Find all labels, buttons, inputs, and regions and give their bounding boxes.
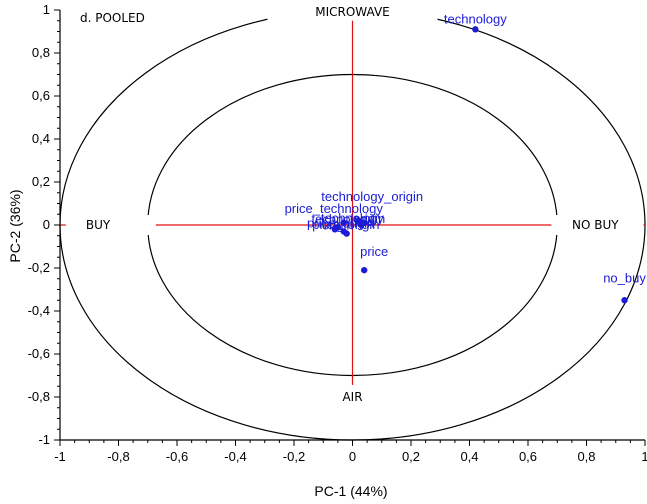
x-tick-label: 0,4	[460, 449, 478, 464]
y-tick-label: 0,8	[32, 45, 50, 60]
y-tick-label: -0,8	[28, 389, 50, 404]
y-tick-label: 0,6	[32, 88, 50, 103]
x-tick-label: -0,6	[166, 449, 188, 464]
label-gap-1	[267, 2, 438, 20]
point-label-no_buy: no_buy	[603, 270, 646, 285]
region-labels: MICROWAVE AIR BUY NO BUY	[86, 5, 619, 404]
point-price_origin	[334, 223, 342, 231]
x-tick-label: -0,2	[283, 449, 305, 464]
point-label-price_origin: price_origin	[312, 217, 379, 232]
y-tick-label: 1	[43, 2, 50, 17]
x-tick-label: 0,8	[577, 449, 595, 464]
x-axis-title: PC-1 (44%)	[314, 483, 387, 499]
y-tick-label: 0,2	[32, 174, 50, 189]
y-tick-label: -0,6	[28, 346, 50, 361]
x-tick-label: 0,2	[402, 449, 420, 464]
point-label-price: price	[360, 244, 388, 259]
x-tick-label: -0,8	[107, 449, 129, 464]
point-price_origin	[343, 230, 350, 237]
point-label-technology: technology	[444, 11, 507, 26]
point-label-technology_origin: technology_origin	[321, 189, 423, 204]
point-label-technology: technology	[312, 211, 375, 226]
x-tick-label: -0,4	[224, 449, 246, 464]
crosshair	[60, 2, 645, 419]
panel-label: d. POOLED	[80, 11, 145, 25]
point-label-technology: technology	[321, 211, 384, 226]
region-label-top: MICROWAVE	[315, 5, 390, 19]
axes	[54, 9, 646, 446]
point-price_technology	[340, 219, 347, 227]
y-tick-label: 0	[43, 217, 50, 232]
point-price	[361, 266, 368, 274]
x-tick-label: -1	[54, 449, 66, 464]
point-technology	[472, 26, 479, 33]
tick-labels: -1 -0,8 -0,6 -0,4 -0,2 0 0,2 0,4 0,6 0,8 1 1 0,8 0,6 0…	[28, 2, 647, 464]
x-tick-label: 1	[641, 449, 647, 464]
y-tick-label: -0,2	[28, 260, 50, 275]
point-no_buy	[621, 297, 628, 304]
x-tick-label: 0	[349, 449, 356, 464]
point-label-origin: origin	[353, 211, 385, 226]
x-tick-label: 0,6	[519, 449, 537, 464]
point-label-price_origin: price_origin	[307, 216, 374, 231]
point-label-price_technology: price_technology	[285, 201, 384, 216]
label-gap-3	[65, 215, 156, 235]
region-label-right: NO BUY	[572, 218, 619, 232]
y-tick-label: 0,4	[32, 131, 50, 146]
y-tick-label: -1	[38, 432, 50, 447]
y-tick-label: -0,4	[28, 303, 50, 318]
region-label-left: BUY	[86, 218, 111, 232]
y-axis-title: PC-2 (36%)	[7, 189, 23, 262]
region-label-bottom: AIR	[342, 390, 362, 404]
label-gap-2	[292, 385, 413, 419]
data-points: technologyno_buypricetechnology_originpr…	[285, 11, 646, 304]
label-gap-4	[551, 215, 644, 235]
point-origin	[358, 221, 365, 229]
